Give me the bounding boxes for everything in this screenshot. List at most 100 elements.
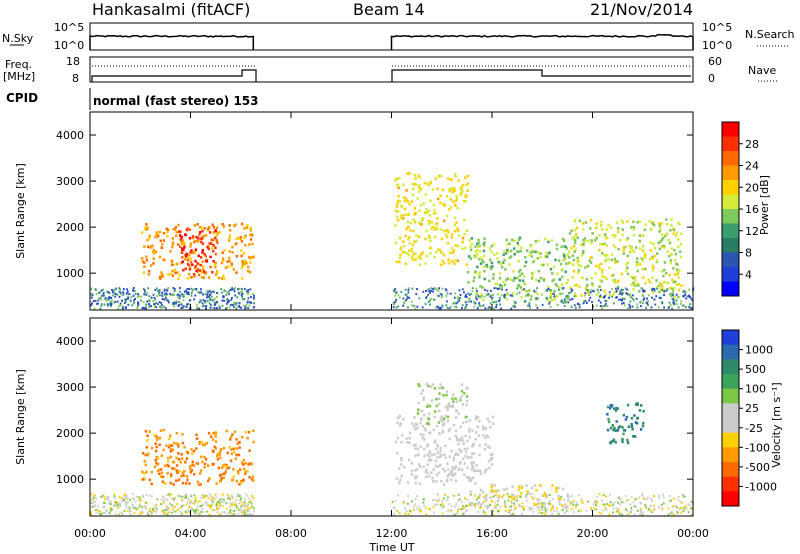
echo-cell — [204, 272, 207, 275]
ground-scatter-cell — [141, 494, 144, 497]
echo-cell — [625, 238, 628, 242]
echo-cell — [588, 259, 591, 263]
echo-cell — [445, 479, 449, 483]
ground-scatter-cell — [510, 513, 512, 516]
ground-scatter-cell — [249, 288, 252, 291]
ground-scatter-cell — [416, 288, 418, 291]
echo-cell — [452, 190, 455, 194]
ground-scatter-cell — [250, 301, 253, 304]
echo-cell — [145, 470, 148, 474]
echo-cell — [612, 428, 615, 432]
echo-cell — [483, 237, 486, 240]
ground-scatter-cell — [175, 301, 178, 304]
ground-scatter-cell — [136, 307, 139, 309]
echo-cell — [444, 414, 447, 418]
ground-scatter-cell — [244, 287, 246, 290]
echo-cell — [473, 276, 476, 279]
echo-cell — [482, 254, 486, 258]
x-tick-label: 00:00 — [74, 527, 106, 540]
echo-cell — [456, 229, 460, 232]
echo-cell — [211, 270, 214, 274]
echo-cell — [421, 217, 424, 220]
echo-cell — [627, 441, 630, 445]
ground-scatter-cell — [205, 307, 207, 310]
echo-cell — [160, 471, 163, 475]
echo-cell — [394, 241, 397, 245]
ground-scatter-cell — [564, 503, 567, 506]
ground-scatter-cell — [215, 504, 218, 507]
echo-cell — [439, 449, 442, 453]
ground-scatter-cell — [105, 296, 107, 299]
echo-cell — [421, 436, 424, 440]
echo-cell — [198, 233, 201, 237]
ground-scatter-cell — [455, 503, 458, 505]
ground-scatter-cell — [450, 305, 453, 308]
ground-scatter-cell — [97, 510, 100, 513]
echo-cell — [450, 178, 453, 181]
ground-scatter-cell — [114, 513, 117, 516]
ground-scatter-cell — [490, 289, 492, 292]
echo-cell — [242, 479, 245, 482]
echo-cell — [576, 256, 579, 260]
echo-cell — [630, 226, 633, 229]
ground-scatter-cell — [487, 293, 490, 296]
echo-cell — [677, 245, 680, 249]
ground-scatter-cell — [621, 302, 623, 305]
echo-cell — [576, 236, 579, 239]
echo-cell — [182, 474, 185, 477]
echo-cell — [476, 253, 479, 256]
ground-scatter-cell — [236, 301, 239, 304]
ground-scatter-cell — [541, 512, 544, 515]
echo-cell — [610, 274, 614, 278]
ground-scatter-cell — [432, 505, 435, 508]
ground-scatter-cell — [643, 497, 645, 500]
echo-cell — [465, 450, 468, 454]
ground-scatter-cell — [130, 509, 132, 512]
ground-scatter-cell — [216, 511, 219, 514]
echo-cell — [544, 237, 547, 241]
echo-cell — [464, 454, 467, 458]
echo-cell — [474, 482, 477, 485]
echo-cell — [428, 454, 431, 458]
ground-scatter-cell — [95, 509, 97, 512]
echo-cell — [566, 278, 570, 282]
ground-scatter-cell — [118, 295, 121, 298]
echo-cell — [237, 471, 240, 475]
echo-cell — [155, 461, 158, 465]
ground-scatter-cell — [151, 495, 153, 498]
echo-cell — [419, 432, 423, 436]
colorbar-segment — [722, 194, 739, 210]
echo-cell — [150, 470, 153, 474]
ground-scatter-cell — [96, 302, 98, 305]
y-tick-label: 2000 — [56, 221, 84, 234]
echo-cell — [212, 238, 215, 242]
ground-scatter-cell — [509, 506, 511, 509]
echo-cell — [480, 295, 483, 298]
ground-scatter-cell — [111, 289, 113, 291]
ground-scatter-cell — [129, 498, 131, 501]
ground-scatter-cell — [463, 512, 466, 515]
ground-scatter-cell — [125, 494, 128, 497]
ground-scatter-cell — [689, 504, 691, 507]
echo-cell — [160, 271, 163, 274]
echo-cell — [551, 298, 554, 302]
ground-scatter-cell — [124, 500, 127, 503]
ground-scatter-cell — [569, 298, 572, 301]
echo-cell — [447, 231, 450, 234]
echo-cell — [240, 479, 243, 483]
ground-scatter-cell — [109, 301, 112, 304]
ground-scatter-cell — [140, 299, 142, 302]
echo-cell — [175, 234, 178, 238]
echo-cell — [154, 449, 158, 453]
ground-scatter-cell — [180, 506, 182, 509]
ground-scatter-cell — [173, 305, 176, 308]
echo-cell — [599, 279, 602, 282]
ground-scatter-cell — [682, 509, 685, 512]
echo-cell — [549, 267, 553, 271]
echo-cell — [186, 262, 190, 266]
echo-cell — [448, 208, 451, 211]
echo-cell — [207, 276, 211, 279]
ground-scatter-cell — [247, 292, 250, 295]
ground-scatter-cell — [445, 294, 448, 297]
